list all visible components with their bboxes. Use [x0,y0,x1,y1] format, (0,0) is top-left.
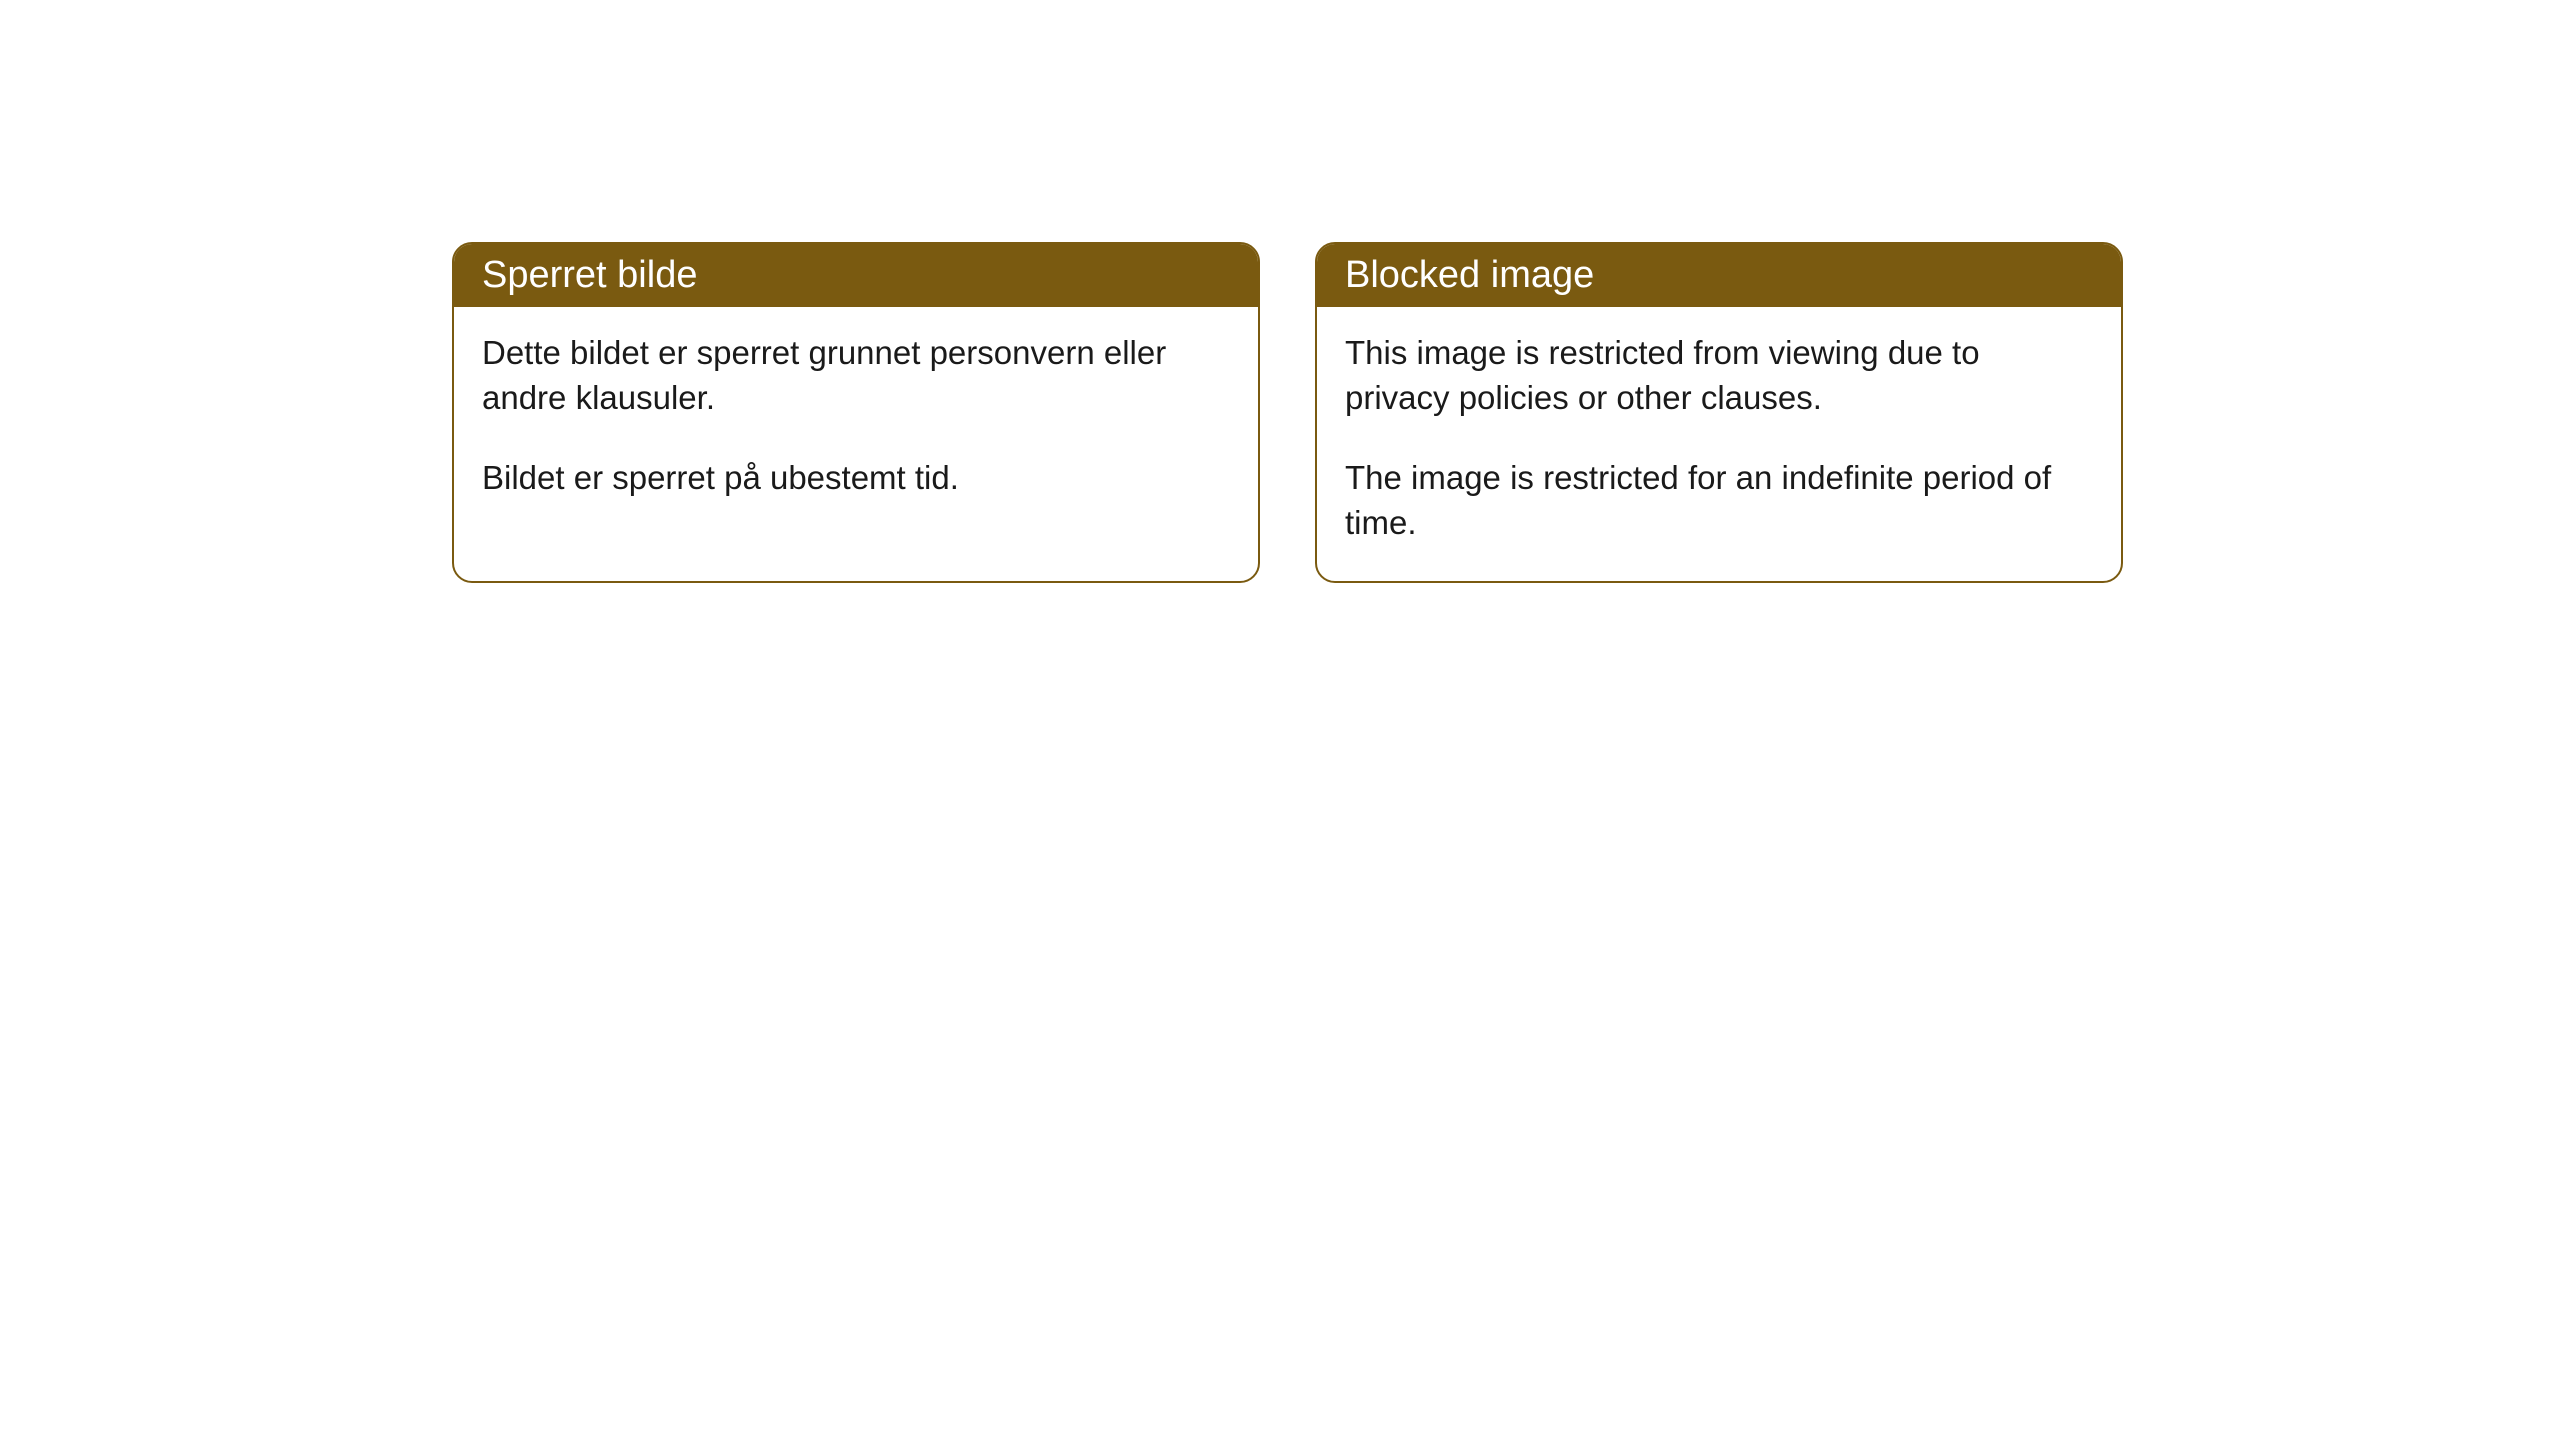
card-header-no: Sperret bilde [454,244,1258,307]
card-paragraph-1-en: This image is restricted from viewing du… [1345,331,2093,420]
card-paragraph-2-no: Bildet er sperret på ubestemt tid. [482,456,1230,501]
card-title-en: Blocked image [1345,254,1594,296]
card-body-en: This image is restricted from viewing du… [1317,307,2121,581]
blocked-image-card-no: Sperret bilde Dette bildet er sperret gr… [452,242,1260,583]
cards-container: Sperret bilde Dette bildet er sperret gr… [0,0,2560,583]
card-header-en: Blocked image [1317,244,2121,307]
card-paragraph-1-no: Dette bildet er sperret grunnet personve… [482,331,1230,420]
blocked-image-card-en: Blocked image This image is restricted f… [1315,242,2123,583]
card-paragraph-2-en: The image is restricted for an indefinit… [1345,456,2093,545]
card-title-no: Sperret bilde [482,254,697,296]
card-body-no: Dette bildet er sperret grunnet personve… [454,307,1258,537]
